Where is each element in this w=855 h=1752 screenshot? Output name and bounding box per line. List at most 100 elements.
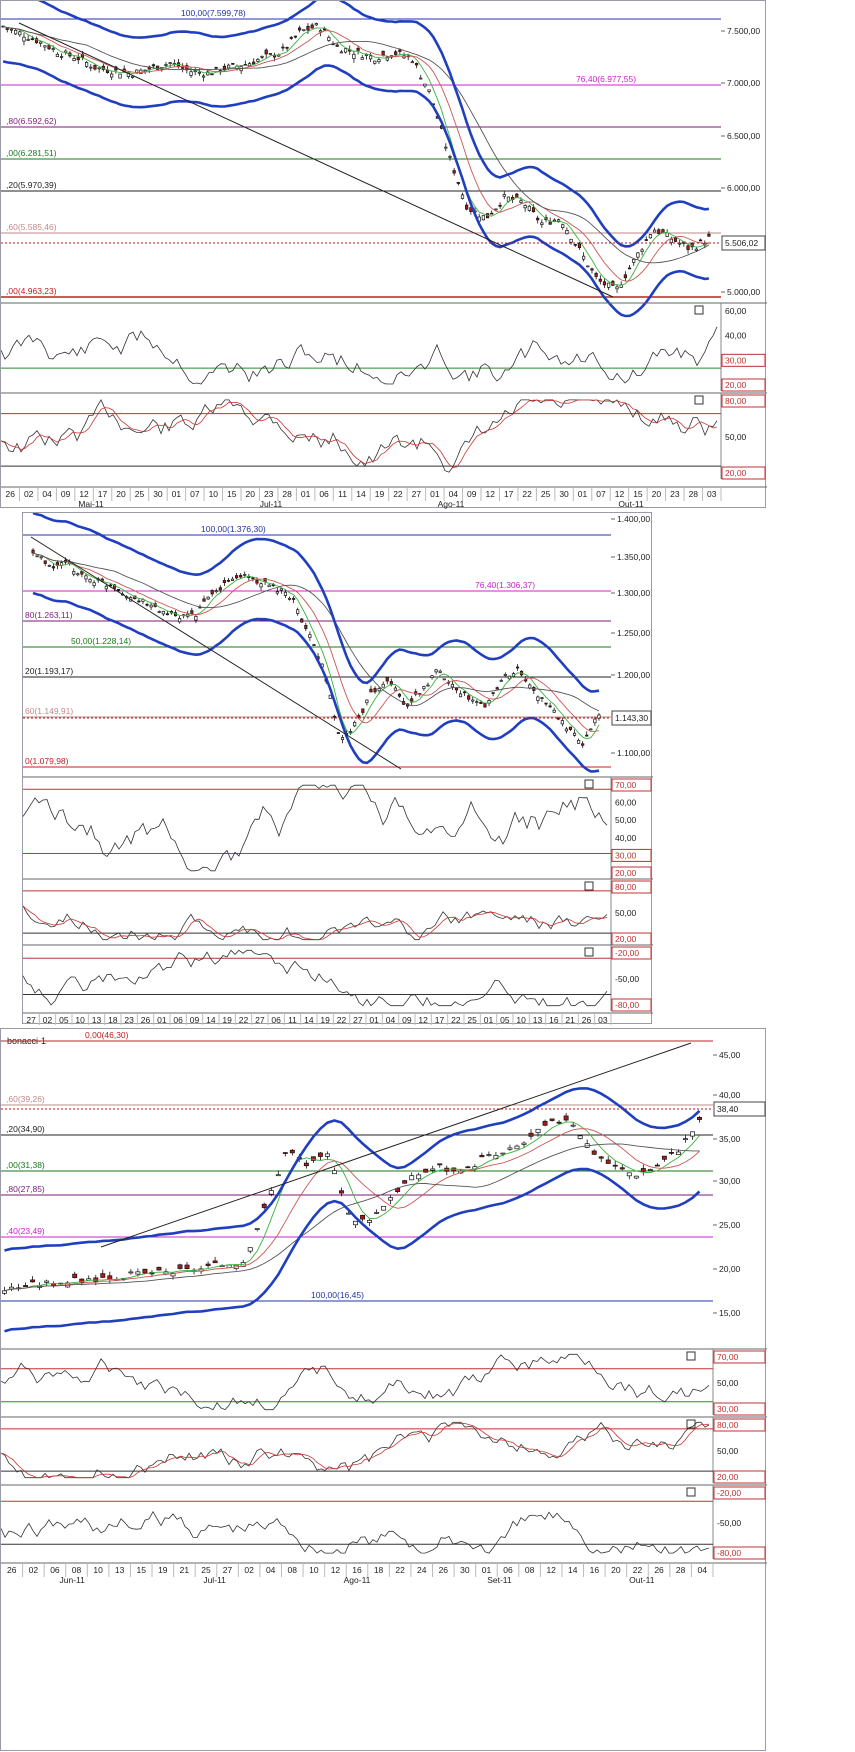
candle <box>346 1212 351 1215</box>
bollinger-lower <box>32 591 600 773</box>
x-tick-label: 08 <box>72 1565 82 1575</box>
candle <box>142 1268 148 1274</box>
x-month-label: Mai-11 <box>78 499 104 509</box>
maximize-icon[interactable] <box>694 305 704 315</box>
candle <box>598 278 602 282</box>
candle <box>97 67 101 70</box>
moving-average-short <box>32 552 600 740</box>
candle <box>582 255 586 260</box>
x-tick-label: 06 <box>173 1015 183 1025</box>
x-tick-label: 04 <box>386 1015 396 1025</box>
fib-label: ,60(39,26) <box>6 1094 45 1104</box>
candle <box>585 734 589 737</box>
candle <box>471 699 475 702</box>
bollinger-upper <box>37 1 710 248</box>
x-tick-label: 10 <box>93 1565 103 1575</box>
x-tick-label: 09 <box>402 1015 412 1025</box>
x-tick-label: 12 <box>615 489 625 499</box>
candle <box>414 62 419 66</box>
candle <box>577 243 582 249</box>
x-month-label: Jul-11 <box>260 499 283 509</box>
candle <box>528 684 532 689</box>
candle <box>374 1212 380 1214</box>
candle <box>268 1190 274 1195</box>
x-tick-label: 08 <box>288 1565 298 1575</box>
candle <box>222 580 226 583</box>
x-month-label: Set-11 <box>487 1575 512 1585</box>
candle <box>644 239 648 241</box>
candle <box>531 207 536 213</box>
candle <box>410 61 414 64</box>
x-tick-label: 01 <box>482 1565 492 1575</box>
candle <box>80 571 84 575</box>
x-tick-label: 28 <box>676 1565 686 1575</box>
candle <box>694 248 698 251</box>
last-price-label: 38,40 <box>717 1104 739 1114</box>
level-box <box>611 998 652 1012</box>
maximize-icon[interactable] <box>584 881 594 891</box>
moving-average-long <box>32 552 600 712</box>
moving-average-short <box>4 1121 700 1292</box>
candle <box>627 267 632 270</box>
candle <box>72 1273 78 1279</box>
x-tick-label: 23 <box>264 489 274 499</box>
candle <box>577 740 581 744</box>
candle <box>210 73 214 76</box>
candle <box>690 1131 695 1137</box>
x-tick-label: 10 <box>75 1015 85 1025</box>
candle <box>137 600 141 603</box>
candle <box>2 1290 7 1294</box>
y-tick-label: 7.000,00 <box>727 78 760 88</box>
x-tick-label: 06 <box>271 1015 281 1025</box>
candle <box>339 51 343 54</box>
candle <box>214 590 218 592</box>
maximize-icon[interactable] <box>694 395 704 405</box>
y-tick-label: 6.500,00 <box>727 131 760 141</box>
maximize-icon[interactable] <box>686 1351 696 1361</box>
x-tick-label: 26 <box>7 1565 17 1575</box>
fib-label: 20(1.193,17) <box>25 666 73 676</box>
candle <box>490 212 494 215</box>
x-tick-label: 25 <box>541 489 551 499</box>
candle <box>632 259 636 263</box>
candle <box>381 1205 387 1211</box>
candle <box>499 680 503 682</box>
candle <box>369 688 373 693</box>
candle <box>647 1169 653 1171</box>
x-tick-label: 03 <box>707 489 717 499</box>
candle <box>568 726 573 730</box>
candle <box>626 1172 632 1177</box>
y-tick-label: 1.350,00 <box>617 552 650 562</box>
x-tick-label: 12 <box>331 1565 341 1575</box>
candle <box>657 229 661 234</box>
candle <box>336 732 340 734</box>
candle <box>675 1151 681 1155</box>
stochastic-line-signal <box>23 905 608 941</box>
oscillator-tick-label: 40,00 <box>725 331 747 341</box>
candle <box>475 701 479 704</box>
candle <box>281 46 285 49</box>
x-tick-label: 25 <box>135 489 145 499</box>
x-tick-label: 10 <box>309 1565 319 1575</box>
candle <box>340 737 345 740</box>
maximize-icon[interactable] <box>584 779 594 789</box>
x-tick-label: 21 <box>180 1565 190 1575</box>
candle <box>89 66 93 69</box>
candle <box>360 57 364 60</box>
candle <box>481 215 485 221</box>
candle <box>514 1145 520 1150</box>
candle <box>197 71 201 74</box>
y-tick-label: 1.400,00 <box>617 514 650 524</box>
maximize-icon[interactable] <box>686 1487 696 1497</box>
candle <box>479 1155 485 1158</box>
x-tick-label: 22 <box>522 489 532 499</box>
x-tick-label: 20 <box>652 489 662 499</box>
bollinger-upper <box>32 513 600 693</box>
williams-line <box>1 1510 710 1554</box>
candle <box>130 75 135 78</box>
x-tick-label: 01 <box>578 489 588 499</box>
maximize-icon[interactable] <box>584 947 594 957</box>
candle <box>255 579 259 584</box>
x-tick-label: 25 <box>201 1565 211 1575</box>
candle <box>521 1142 527 1145</box>
